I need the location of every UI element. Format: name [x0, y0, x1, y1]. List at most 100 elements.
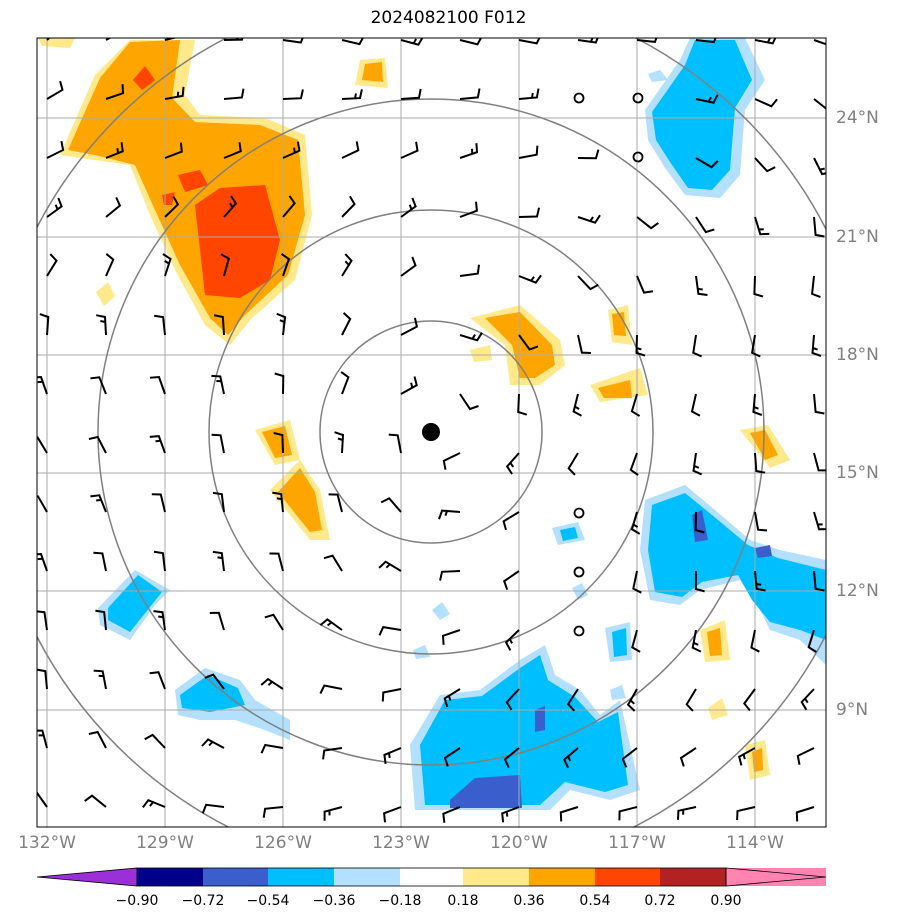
- wind-barb: [164, 142, 183, 159]
- wind-barb: [273, 432, 284, 454]
- wind-barb: [795, 806, 815, 822]
- wind-barb: [813, 570, 825, 592]
- wind-barb: [695, 94, 719, 104]
- wind-barb: [750, 334, 761, 358]
- colorbar-tick-label: −0.18: [378, 893, 422, 909]
- wind-barb: [800, 688, 815, 711]
- wind-barb: [260, 677, 284, 690]
- wind-barb: [618, 806, 638, 821]
- wind-barb: [400, 88, 422, 100]
- colorbar-bin: [400, 868, 463, 886]
- wind-barb: [743, 688, 756, 712]
- colorbar-bin: [529, 868, 595, 886]
- wind-barb: [442, 452, 461, 470]
- wind-barb: [459, 393, 479, 411]
- wind-barb: [213, 314, 225, 336]
- wind-barb: [577, 214, 601, 224]
- wind-barb: [502, 511, 520, 531]
- lon-label: 120°W: [490, 833, 548, 853]
- wind-barbs: [37, 38, 826, 823]
- wind-barb: [105, 142, 124, 159]
- wind-barb: [260, 743, 284, 754]
- wind-barb: [223, 38, 244, 41]
- wind-barb: [813, 98, 826, 110]
- wind-barb: [153, 610, 166, 631]
- wind-barb: [577, 275, 599, 291]
- calm-markers: [573, 92, 644, 637]
- wind-barb: [811, 334, 822, 357]
- wind-barb: [90, 494, 107, 513]
- colorbar-extend-low: [36, 867, 138, 887]
- wind-barb: [39, 313, 50, 336]
- lat-label: 18°N: [836, 345, 879, 365]
- wind-barb: [323, 554, 343, 572]
- lon-label: 126°W: [254, 833, 312, 853]
- wind-barb: [280, 253, 291, 277]
- wind-barb: [503, 570, 520, 591]
- wind-barb: [813, 216, 825, 238]
- wind-barb: [264, 613, 284, 631]
- wind-barb: [400, 376, 418, 395]
- colorbar-tick-label: 0.72: [644, 893, 676, 909]
- wind-barb: [563, 747, 579, 769]
- wind-barb: [164, 196, 180, 218]
- colorbar-bin: [660, 868, 726, 886]
- colorbar-tick-label: −0.72: [181, 893, 225, 909]
- wind-barb: [695, 275, 708, 296]
- wind-barb: [211, 433, 225, 454]
- wind-barb: [400, 38, 424, 46]
- colorbar-tick-label: −0.90: [115, 893, 159, 909]
- wind-barb: [813, 452, 826, 472]
- wind-barb: [695, 216, 715, 234]
- wind-barb: [90, 376, 107, 395]
- lon-label: 117°W: [608, 833, 666, 853]
- wind-barb: [46, 141, 65, 159]
- wind-barb: [559, 806, 579, 822]
- wind-barb: [46, 253, 58, 277]
- wind-barb: [813, 511, 826, 531]
- graticule: [37, 38, 826, 827]
- wind-barb: [381, 688, 402, 702]
- wind-barb: [282, 195, 296, 218]
- wind-barb: [269, 552, 284, 572]
- wind-barb: [383, 747, 402, 765]
- wind-barb: [276, 312, 287, 336]
- wind-barb: [459, 38, 483, 46]
- lon-label: 129°W: [136, 833, 194, 853]
- wind-barb: [149, 671, 166, 690]
- wind-barb: [319, 684, 343, 694]
- wind-barb: [754, 570, 766, 592]
- wind-barb: [459, 332, 483, 342]
- wind-barb: [380, 497, 402, 513]
- wind-barb: [388, 433, 402, 454]
- wind-barb: [694, 511, 705, 534]
- storm-center-marker: [422, 423, 440, 441]
- wind-barb: [796, 747, 815, 765]
- wind-barb: [567, 452, 579, 476]
- wind-barb: [322, 747, 343, 760]
- wind-barb: [754, 98, 778, 108]
- wind-barb: [341, 253, 353, 277]
- wind-barb: [738, 747, 756, 766]
- wind-barb: [149, 435, 166, 454]
- wind-barb: [517, 393, 528, 416]
- wind-barb: [518, 274, 542, 284]
- wind-barb: [501, 806, 520, 823]
- wind-barb: [754, 157, 776, 173]
- colorbar-bin: [334, 868, 400, 886]
- wind-barb: [685, 688, 697, 712]
- colorbar-bin: [268, 868, 334, 886]
- wind-barb: [518, 88, 540, 100]
- wind-barb: [400, 197, 417, 218]
- wind-barb: [88, 730, 107, 749]
- wind-barb: [282, 89, 304, 100]
- wind-barb: [813, 157, 826, 176]
- wind-barb: [442, 806, 461, 823]
- wind-barb: [626, 688, 638, 712]
- wind-barb: [459, 201, 478, 218]
- map-frame: [36, 37, 827, 828]
- colorbar-bin: [463, 868, 529, 886]
- wind-barb: [262, 806, 284, 818]
- wind-barb: [201, 803, 225, 814]
- negative-contours-mid: [108, 40, 826, 805]
